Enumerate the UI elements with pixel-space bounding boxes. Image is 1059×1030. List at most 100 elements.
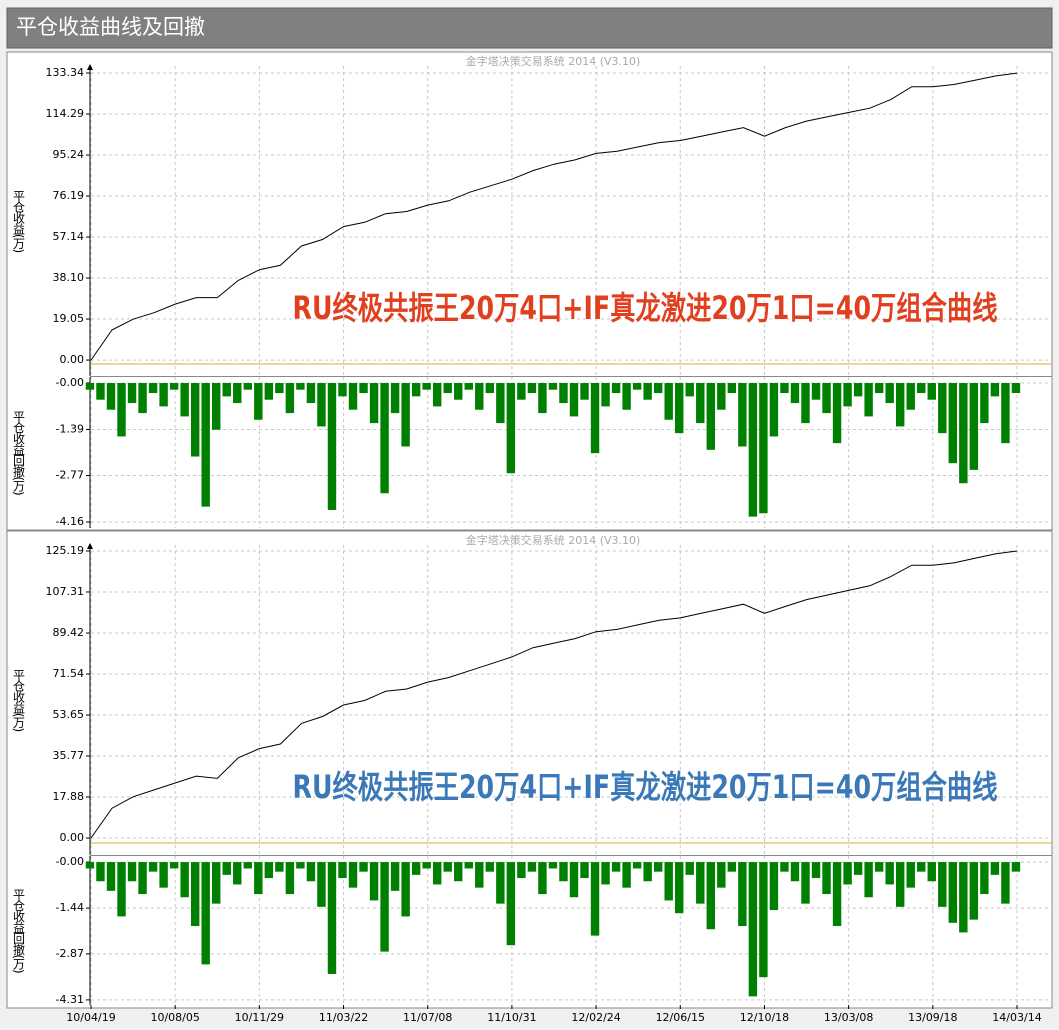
y-tick-label: 38.10 bbox=[53, 271, 85, 284]
drawdown-bar bbox=[895, 383, 905, 427]
drawdown-bar bbox=[874, 862, 884, 872]
drawdown-bar bbox=[201, 383, 210, 507]
drawdown-bar bbox=[327, 862, 337, 974]
drawdown-bar bbox=[548, 862, 558, 869]
y-tick-label: 71.54 bbox=[53, 667, 85, 680]
panel bbox=[6, 51, 1053, 531]
drawdown-bar bbox=[853, 383, 863, 397]
drawdown-bar bbox=[969, 862, 979, 920]
drawdown-bar bbox=[306, 383, 316, 404]
drawdown-bar bbox=[980, 862, 989, 895]
drawdown-bar bbox=[727, 383, 737, 394]
drawdown-bar bbox=[990, 383, 1000, 397]
drawdown-bar bbox=[485, 862, 495, 872]
drawdown-bar bbox=[906, 383, 915, 410]
x-tick-label: 10/04/19 bbox=[66, 1011, 115, 1024]
drawdown-bar bbox=[159, 383, 168, 407]
drawdown-bar bbox=[527, 862, 537, 872]
drawdown-bar bbox=[380, 383, 389, 494]
drawdown-bar bbox=[632, 383, 642, 390]
drawdown-bar bbox=[1011, 383, 1021, 394]
drawdown-bar bbox=[348, 383, 358, 410]
drawdown-bar bbox=[601, 862, 610, 885]
drawdown-bar bbox=[948, 862, 958, 923]
drawdown-bar bbox=[148, 383, 158, 394]
y-tick-label: -2.77 bbox=[56, 469, 84, 482]
drawdown-bar bbox=[506, 862, 516, 946]
x-tick-label: 11/03/22 bbox=[319, 1011, 368, 1024]
drawdown-bar bbox=[843, 383, 852, 407]
drawdown-bar bbox=[611, 862, 621, 872]
drawdown-bar bbox=[296, 862, 305, 869]
drawdown-bar bbox=[706, 862, 715, 930]
drawdown-bar bbox=[464, 862, 473, 869]
drawdown-bar bbox=[338, 383, 347, 397]
drawdown-bar bbox=[264, 862, 274, 879]
drawdown-bar bbox=[738, 862, 747, 927]
drawdown-bar bbox=[317, 862, 326, 907]
y-tick-label: -1.44 bbox=[56, 901, 84, 914]
drawdown-bar bbox=[811, 862, 821, 879]
drawdown-bar bbox=[212, 383, 221, 430]
drawdown-bar bbox=[590, 383, 600, 454]
drawdown-bar bbox=[885, 862, 894, 885]
x-tick-label: 10/11/29 bbox=[235, 1011, 284, 1024]
drawdown-bar bbox=[559, 862, 568, 882]
drawdown-bar bbox=[359, 383, 368, 394]
drawdown-bar bbox=[780, 862, 789, 872]
axis-arrow bbox=[87, 64, 93, 70]
y-tick-label: 19.05 bbox=[53, 312, 85, 325]
equity-line bbox=[90, 72, 1018, 361]
drawdown-bar bbox=[401, 383, 410, 447]
drawdown-bar bbox=[959, 862, 968, 933]
y-tick-label: -4.31 bbox=[56, 993, 84, 1006]
drawdown-bar bbox=[917, 862, 926, 872]
drawdown-bar bbox=[127, 383, 137, 404]
drawdown-bar bbox=[738, 383, 747, 447]
drawdown-bar bbox=[401, 862, 410, 917]
drawdown-bar bbox=[254, 862, 263, 895]
drawdown-bar bbox=[285, 383, 295, 414]
drawdown-bar bbox=[169, 862, 179, 869]
drawdown-bar bbox=[180, 862, 189, 898]
drawdown-bar bbox=[664, 383, 673, 420]
window-title: 平仓收益曲线及回撤 bbox=[16, 15, 205, 39]
drawdown-bar bbox=[822, 862, 831, 895]
x-tick-label: 10/08/05 bbox=[150, 1011, 199, 1024]
y-tick-label: 0.00 bbox=[60, 831, 85, 844]
drawdown-bar bbox=[127, 862, 137, 882]
drawdown-bar bbox=[169, 383, 179, 390]
y-axis-label: 平仓收益回撤(万) bbox=[12, 410, 26, 495]
y-axis-label: 平仓收益(万) bbox=[12, 669, 26, 732]
drawdown-bar bbox=[348, 862, 358, 888]
drawdown-bar bbox=[843, 862, 852, 885]
y-tick-label: -2.87 bbox=[56, 947, 84, 960]
drawdown-bar bbox=[748, 862, 758, 997]
drawdown-bar bbox=[885, 383, 894, 404]
equity-line bbox=[90, 550, 1018, 839]
drawdown-bar bbox=[222, 862, 231, 875]
drawdown-bar bbox=[85, 383, 95, 390]
drawdown-bar bbox=[106, 862, 116, 891]
drawdown-bar bbox=[233, 862, 242, 885]
drawdown-bar bbox=[895, 862, 905, 907]
drawdown-bar bbox=[411, 383, 421, 397]
y-tick-label: 57.14 bbox=[53, 230, 85, 243]
panel bbox=[6, 530, 1053, 1009]
drawdown-bar bbox=[717, 383, 726, 410]
drawdown-bar bbox=[1001, 383, 1010, 444]
drawdown-bar bbox=[675, 383, 684, 434]
drawdown-bar bbox=[622, 383, 631, 410]
drawdown-bar bbox=[643, 862, 652, 882]
x-tick-label: 12/02/24 bbox=[571, 1011, 620, 1024]
y-tick-label: 17.88 bbox=[53, 790, 85, 803]
drawdown-bar bbox=[917, 383, 926, 394]
x-tick-label: 12/06/15 bbox=[656, 1011, 705, 1024]
drawdown-bar bbox=[454, 383, 463, 400]
drawdown-bar bbox=[390, 383, 400, 414]
drawdown-bar bbox=[243, 383, 252, 390]
drawdown-bar bbox=[517, 383, 526, 400]
drawdown-bar bbox=[264, 383, 274, 400]
drawdown-bar bbox=[422, 383, 431, 390]
x-tick-label: 13/03/08 bbox=[824, 1011, 873, 1024]
